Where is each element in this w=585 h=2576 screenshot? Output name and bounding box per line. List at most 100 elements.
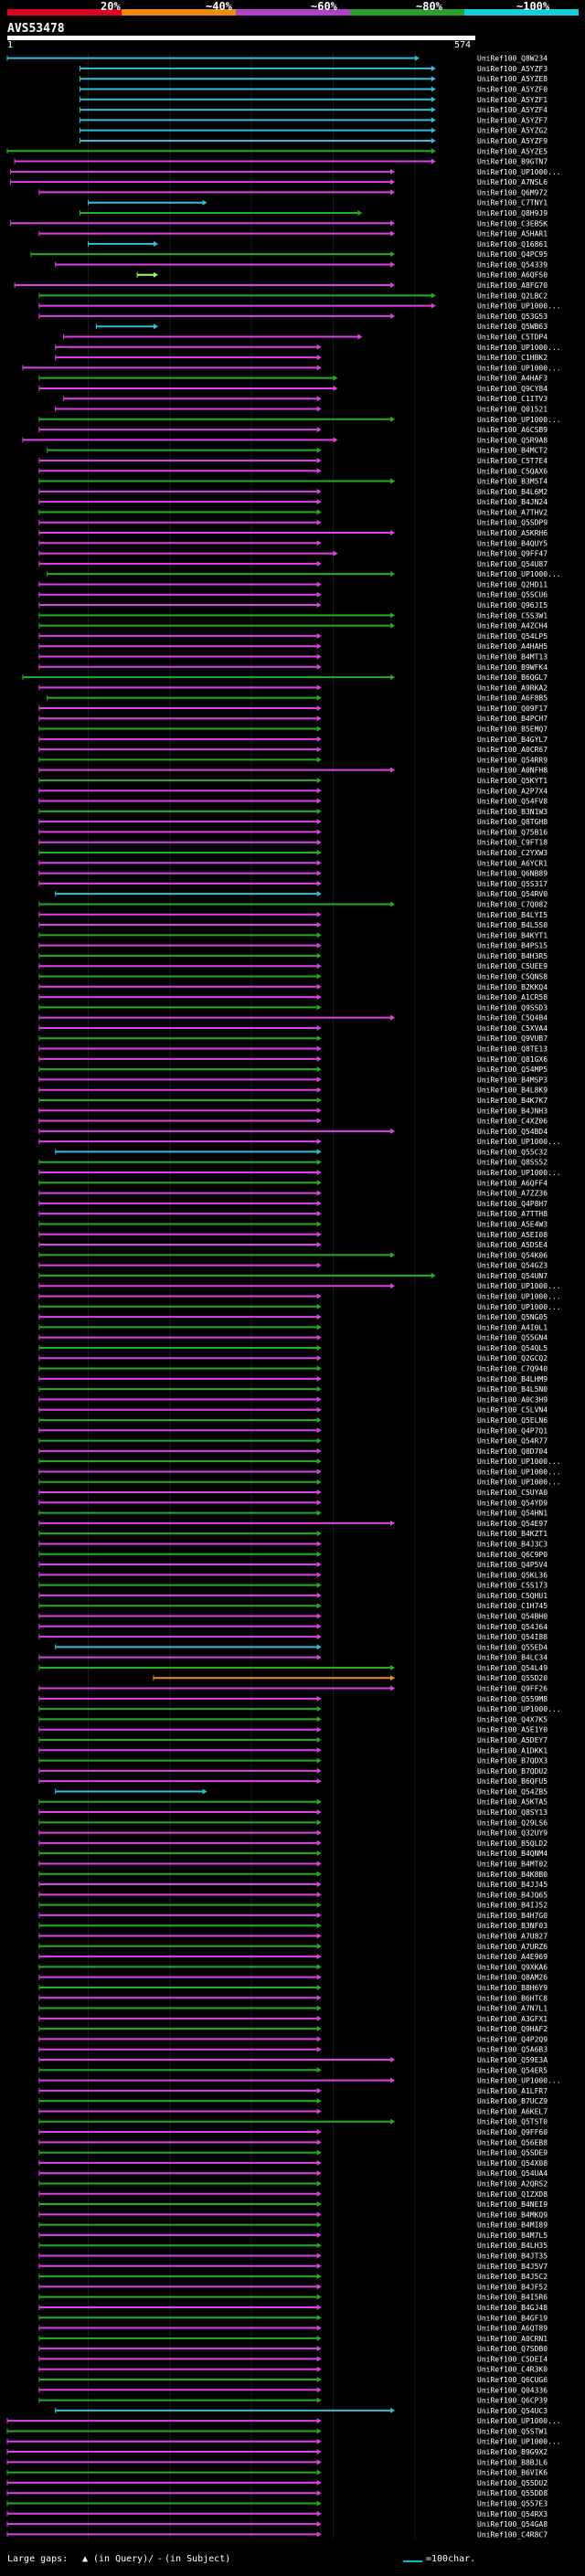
hit-row[interactable]: UniRef100_Q53G53 xyxy=(38,313,548,321)
hit-row[interactable]: UniRef100_B4L5S0 xyxy=(38,921,548,929)
hit-row[interactable]: UniRef100_Q9FF26 xyxy=(38,1685,548,1693)
hit-row[interactable]: UniRef100_B2KKQ4 xyxy=(38,983,548,991)
hit-row[interactable]: UniRef100_B4MKQ9 xyxy=(38,2210,548,2219)
hit-row[interactable]: UniRef100_Q9FF60 xyxy=(38,2128,548,2136)
hit-row[interactable]: UniRef100_UP1000... xyxy=(38,302,561,311)
hit-row[interactable]: UniRef100_B9WFK4 xyxy=(38,663,548,672)
hit-row[interactable]: UniRef100_Q54ER5 xyxy=(38,2066,548,2074)
hit-row[interactable]: UniRef100_Q4X7K5 xyxy=(38,1715,548,1723)
hit-row[interactable]: UniRef100_A6QFF4 xyxy=(38,1179,548,1187)
hit-row[interactable]: UniRef100_Q54GA8 xyxy=(6,2520,548,2528)
hit-row[interactable]: UniRef100_B4J3C3 xyxy=(38,1540,548,1548)
hit-row[interactable]: UniRef100_A6KEL7 xyxy=(38,2107,548,2115)
hit-row[interactable]: UniRef100_Q75B16 xyxy=(38,828,548,836)
hit-row[interactable]: UniRef100_C5DEI4 xyxy=(38,2355,548,2363)
hit-row[interactable]: UniRef100_B7QDU2 xyxy=(38,1767,548,1776)
hit-row[interactable]: UniRef100_Q4P7Q1 xyxy=(38,1426,548,1435)
hit-row[interactable]: UniRef100_B6HTC8 xyxy=(38,1994,548,2002)
hit-row[interactable]: UniRef100_Q55ED4 xyxy=(55,1643,548,1651)
hit-row[interactable]: UniRef100_C5T7E4 xyxy=(38,457,548,465)
hit-row[interactable]: UniRef100_Q8W234 xyxy=(6,55,548,63)
hit-row[interactable]: UniRef100_Q9SSD3 xyxy=(38,1003,548,1012)
hit-row[interactable]: UniRef100_B3NF03 xyxy=(38,1922,548,1930)
hit-row[interactable]: UniRef100_B4MCT2 xyxy=(47,447,548,455)
hit-row[interactable]: UniRef100_C5XVA4 xyxy=(38,1024,548,1033)
hit-row[interactable]: UniRef100_B4KZT1 xyxy=(38,1530,548,1538)
hit-row[interactable]: UniRef100_A5EI08 xyxy=(38,1231,548,1239)
hit-row[interactable]: UniRef100_A1CR58 xyxy=(38,993,548,1002)
hit-row[interactable]: UniRef100_C5S173 xyxy=(38,1582,548,1590)
hit-row[interactable]: UniRef100_Q8SS52 xyxy=(38,1159,548,1167)
hit-row[interactable]: UniRef100_A5DEY7 xyxy=(38,1736,548,1744)
hit-row[interactable]: UniRef100_Q81GX6 xyxy=(38,1055,548,1064)
hit-row[interactable]: UniRef100_B4M7L5 xyxy=(38,2231,548,2240)
hit-row[interactable]: UniRef100_A8FG70 xyxy=(14,281,548,290)
hit-row[interactable]: UniRef100_Q4PC95 xyxy=(30,250,548,259)
hit-row[interactable]: UniRef100_C7Q940 xyxy=(38,1365,548,1373)
hit-row[interactable]: UniRef100_B4H3R5 xyxy=(38,952,548,960)
hit-row[interactable]: UniRef100_Q16861 xyxy=(87,240,548,249)
hit-row[interactable]: UniRef100_C5S3W1 xyxy=(38,611,548,620)
hit-row[interactable]: UniRef100_B4GYL7 xyxy=(38,736,548,744)
hit-row[interactable]: UniRef100_C1HBK2 xyxy=(55,354,548,362)
hit-row[interactable]: UniRef100_C5QAX6 xyxy=(38,467,548,475)
hit-row[interactable]: UniRef100_Q5TST0 xyxy=(38,2118,548,2126)
hit-row[interactable]: UniRef100_Q8TE13 xyxy=(38,1045,548,1054)
hit-row[interactable]: UniRef100_A5YZF9 xyxy=(80,137,548,145)
hit-row[interactable]: UniRef100_UP1000... xyxy=(38,1303,561,1311)
hit-row[interactable]: UniRef100_A5DSE4 xyxy=(38,1241,548,1249)
hit-row[interactable]: UniRef100_Q5R9A8 xyxy=(22,436,548,444)
hit-row[interactable]: UniRef100_Q54LP5 xyxy=(38,632,548,641)
hit-row[interactable]: UniRef100_A7URZ6 xyxy=(38,1943,548,1951)
hit-row[interactable]: UniRef100_B4MI89 xyxy=(38,2221,548,2230)
hit-row[interactable]: UniRef100_C7Q082 xyxy=(38,900,548,908)
hit-row[interactable]: UniRef100_B4L8K9 xyxy=(38,1087,548,1095)
hit-row[interactable]: UniRef100_B8BJL6 xyxy=(6,2458,548,2466)
hit-row[interactable]: UniRef100_A7U827 xyxy=(38,1933,548,1941)
hit-row[interactable]: UniRef100_B4MT13 xyxy=(38,652,548,661)
hit-row[interactable]: UniRef100_Q9CY84 xyxy=(38,385,548,393)
hit-row[interactable]: UniRef100_Q5SDP9 xyxy=(38,519,548,527)
hit-row[interactable]: UniRef100_Q54ZB5 xyxy=(55,1787,548,1796)
hit-row[interactable]: UniRef100_Q54J64 xyxy=(38,1623,548,1631)
hit-row[interactable]: UniRef100_Q557E3 xyxy=(6,2499,548,2507)
hit-row[interactable]: UniRef100_Q4P8H7 xyxy=(38,1200,548,1208)
hit-row[interactable]: UniRef100_B4JT35 xyxy=(38,2253,548,2261)
hit-row[interactable]: UniRef100_B7UCZ9 xyxy=(38,2097,548,2105)
hit-row[interactable]: UniRef100_A5YZF0 xyxy=(80,86,548,94)
hit-row[interactable]: UniRef100_Q54UC3 xyxy=(55,2407,548,2415)
hit-row[interactable]: UniRef100_A5YZE5 xyxy=(6,147,548,155)
hit-row[interactable]: UniRef100_Q54339 xyxy=(55,260,548,269)
hit-row[interactable]: UniRef100_UP1000... xyxy=(6,2438,561,2446)
hit-row[interactable]: UniRef100_UP1000... xyxy=(38,2077,561,2085)
hit-row[interactable]: UniRef100_UP1000... xyxy=(38,1705,561,1713)
hit-row[interactable]: UniRef100_A4ZCH4 xyxy=(38,622,548,631)
hit-row[interactable]: UniRef100_C5TDP4 xyxy=(63,333,548,341)
hit-row[interactable]: UniRef100_A6QFS0 xyxy=(136,271,548,280)
hit-row[interactable]: UniRef100_B4PS15 xyxy=(38,942,548,950)
hit-row[interactable]: UniRef100_UP1000... xyxy=(22,364,561,372)
hit-row[interactable]: UniRef100_B4LHM9 xyxy=(38,1375,548,1383)
hit-row[interactable]: UniRef100_Q32UY9 xyxy=(38,1829,548,1838)
hit-row[interactable]: UniRef100_A4HAF3 xyxy=(38,375,548,383)
hit-row[interactable]: UniRef100_C5UYA0 xyxy=(38,1489,548,1497)
hit-row[interactable]: UniRef100_B4QNM4 xyxy=(38,1850,548,1858)
hit-row[interactable]: UniRef100_Q8AM26 xyxy=(38,1974,548,1982)
hit-row[interactable]: UniRef100_B3N1W3 xyxy=(38,808,548,816)
hit-row[interactable]: UniRef100_B9GTN7 xyxy=(14,158,548,166)
hit-row[interactable]: UniRef100_Q55DU2 xyxy=(6,2479,548,2487)
hit-row[interactable]: UniRef100_A4I0L1 xyxy=(38,1323,548,1331)
hit-row[interactable]: UniRef100_Q5WB63 xyxy=(95,323,548,331)
hit-row[interactable]: UniRef100_B4JNH3 xyxy=(38,1107,548,1115)
hit-row[interactable]: UniRef100_A5YZF4 xyxy=(80,106,548,114)
hit-row[interactable]: UniRef100_A5KRH6 xyxy=(38,529,548,537)
hit-row[interactable]: UniRef100_B4LYI5 xyxy=(38,911,548,919)
hit-row[interactable]: UniRef100_B4NEI9 xyxy=(38,2200,548,2209)
hit-row[interactable]: UniRef100_C2YXW3 xyxy=(38,849,548,857)
hit-row[interactable]: UniRef100_C1H745 xyxy=(38,1602,548,1610)
hit-row[interactable]: UniRef100_A1DKK1 xyxy=(38,1746,548,1754)
hit-row[interactable]: UniRef100_A9RKA2 xyxy=(38,684,548,692)
hit-row[interactable]: UniRef100_Q6CUG6 xyxy=(38,2376,548,2384)
hit-row[interactable]: UniRef100_Q7SDB0 xyxy=(38,2345,548,2353)
hit-row[interactable]: UniRef100_A2P7X4 xyxy=(38,787,548,795)
